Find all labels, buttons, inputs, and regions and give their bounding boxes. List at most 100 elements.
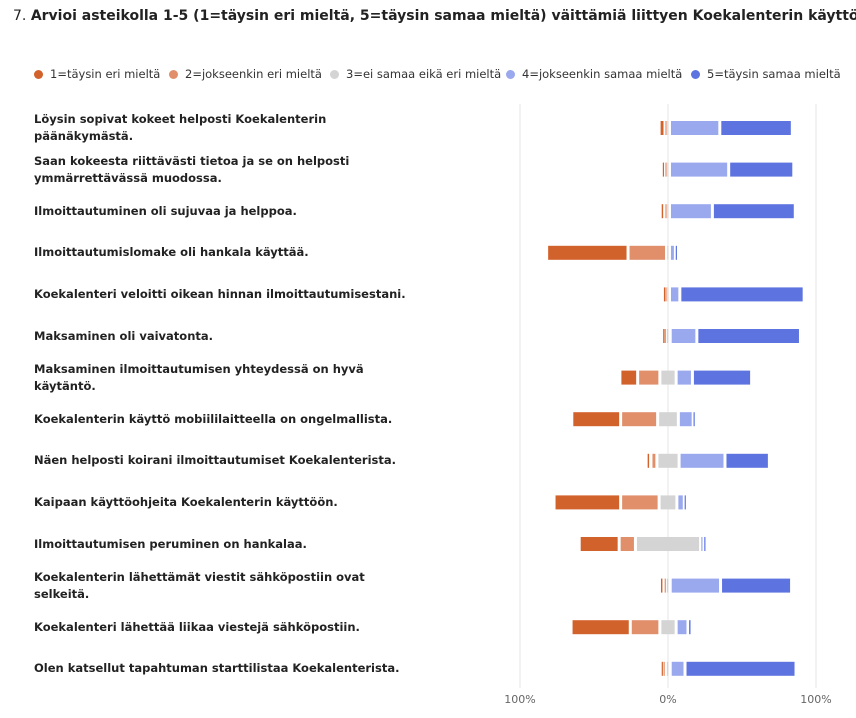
bar-segment-2: [620, 537, 634, 551]
row-label: Maksaminen ilmoittautumisen yhteydessä o…: [34, 361, 364, 393]
x-tick-label: 100%: [504, 693, 535, 706]
bar-segment-3: [661, 370, 675, 385]
bar-segment-3: [659, 412, 677, 427]
bar-segment-5: [684, 495, 686, 510]
bar-segment-3: [667, 287, 669, 302]
bar-segment-5: [713, 204, 794, 219]
question-text: Arvioi asteikolla 1-5 (1=täysin eri miel…: [30, 8, 856, 24]
bar-segment-1: [647, 453, 650, 468]
bar-segment-4: [670, 162, 728, 177]
legend-item-5: 5=täysin samaa mieltä: [691, 67, 841, 81]
x-tick-label: 0%: [659, 693, 676, 706]
legend-item-2: 2=jokseenkin eri mieltä: [169, 67, 322, 81]
row-label: Olen katsellut tapahtuman starttilistaa …: [34, 661, 400, 676]
bar-segment-1: [573, 412, 620, 427]
bar-segment-2: [665, 204, 667, 219]
bar-segment-3: [666, 329, 669, 343]
bar-segment-4: [671, 661, 684, 676]
bar-segment-1: [663, 287, 666, 302]
bar-segment-5: [689, 620, 691, 635]
legend-swatch: [169, 69, 178, 79]
bar-segment-2: [665, 162, 667, 177]
question-title: 7. Arvioi asteikolla 1-5 (1=täysin eri m…: [13, 8, 856, 24]
row-label: Ilmoittautuminen oli sujuvaa ja helppoa.: [34, 203, 297, 218]
x-tick-label: 100%: [800, 693, 831, 706]
bar-segment-5: [730, 162, 793, 177]
legend-label: 4=jokseenkin samaa mieltä: [522, 67, 683, 81]
row-label: Koekalenteri veloitti oikean hinnan ilmo…: [34, 286, 406, 301]
bar-segment-1: [572, 620, 629, 635]
bar-segment-4: [670, 121, 719, 135]
bar-segment-2: [664, 329, 666, 343]
legend-label: 1=täysin eri mieltä: [50, 67, 161, 81]
bar-segment-1: [621, 370, 637, 385]
bar-segment-4: [701, 537, 703, 551]
bar-segment-5: [675, 245, 677, 260]
bar-segment-4: [670, 287, 679, 302]
bar-segment-5: [698, 329, 799, 343]
bar-segment-2: [663, 661, 665, 676]
bar-segment-2: [622, 412, 657, 427]
bar-segment-3: [660, 495, 676, 510]
bar-segment-1: [661, 661, 663, 676]
row-label: Koekalenterin käyttö mobiililaitteella o…: [34, 411, 393, 426]
bar-segment-1: [661, 204, 664, 219]
bar-segment-2: [665, 287, 667, 302]
bar-segment-2: [652, 453, 656, 468]
bar-segment-4: [680, 453, 724, 468]
bar-segment-2: [639, 370, 659, 385]
row-label: Koekalenterin lähettämät viestit sähköpo…: [34, 569, 365, 601]
bar-segment-1: [662, 162, 665, 177]
bar-segment-3: [667, 121, 669, 135]
legend-label: 5=täysin samaa mieltä: [707, 67, 841, 81]
bar-segment-2: [622, 495, 658, 510]
row-label: Saan kokeesta riittävästi tietoa ja se o…: [34, 153, 350, 185]
legend-item-1: 1=täysin eri mieltä: [34, 67, 160, 81]
bar-segment-4: [678, 495, 683, 510]
bar-segment-3: [667, 245, 669, 260]
bar-segment-4: [679, 412, 692, 427]
bar-segment-2: [664, 578, 666, 593]
row-label: Kaipaan käyttöohjeita Koekalenterin käyt…: [34, 494, 338, 509]
legend-swatch: [506, 69, 515, 79]
row-label: Maksaminen oli vaivatonta.: [34, 328, 214, 343]
bar-segment-2: [631, 620, 659, 635]
legend-swatch: [691, 69, 700, 79]
bar-segment-4: [677, 620, 687, 635]
row-label: Löysin sopivat kokeet helposti Koekalent…: [34, 112, 327, 143]
bar-segment-5: [722, 578, 791, 593]
bar-segment-5: [693, 370, 751, 385]
row-label: Ilmoittautumislomake oli hankala käyttää…: [34, 245, 309, 260]
bar-segment-3: [667, 162, 669, 177]
bar-segment-3: [666, 578, 669, 593]
bar-segment-3: [667, 204, 669, 219]
bar-segment-3: [666, 661, 669, 676]
legend-item-4: 4=jokseenkin samaa mieltä: [506, 67, 682, 81]
legend-swatch: [34, 69, 43, 79]
bar-segment-4: [671, 578, 720, 593]
question-number: 7.: [13, 8, 27, 24]
row-label: Näen helposti koirani ilmoittautumiset K…: [34, 453, 397, 468]
legend-item-3: 3=ei samaa eikä eri mieltä: [330, 67, 501, 81]
bar-segment-1: [555, 495, 620, 510]
bar-segment-5: [686, 661, 795, 676]
legend-label: 2=jokseenkin eri mieltä: [185, 67, 322, 81]
bar-segment-2: [665, 121, 667, 135]
bar-segment-5: [681, 287, 803, 302]
bar-segment-2: [629, 245, 666, 260]
bar-segment-5: [704, 537, 706, 551]
row-label: Koekalenteri lähettää liikaa viestejä sä…: [34, 619, 360, 634]
bar-segment-1: [580, 537, 618, 551]
row-label: Ilmoittautumisen peruminen on hankalaa.: [34, 536, 307, 551]
bar-segment-5: [726, 453, 768, 468]
bar-segment-4: [677, 370, 691, 385]
bar-segment-4: [670, 204, 711, 219]
bar-segment-1: [548, 245, 627, 260]
bar-segment-1: [660, 121, 664, 135]
bar-segment-4: [670, 245, 674, 260]
bar-segment-3: [658, 453, 678, 468]
bar-segment-1: [660, 578, 663, 593]
bar-segment-3: [661, 620, 675, 635]
bar-segment-4: [671, 329, 696, 343]
